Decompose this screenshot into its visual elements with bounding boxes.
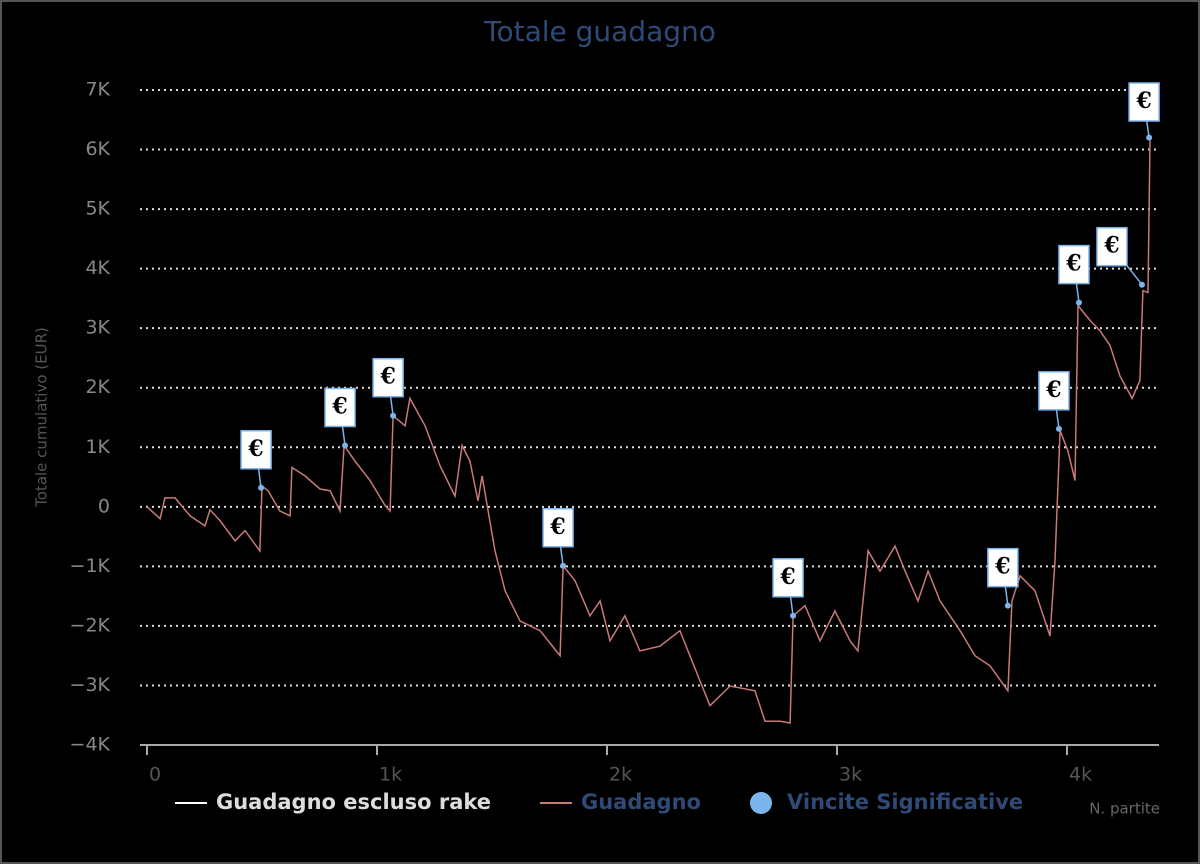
legend-label: Guadagno escluso rake — [216, 790, 491, 814]
y-tick-label: 7K — [85, 79, 110, 101]
chart-title: Totale guadagno — [483, 15, 716, 48]
x-tick-label: 3k — [839, 764, 862, 786]
y-tick-label: 3K — [85, 317, 110, 339]
y-tick-label: 6K — [85, 138, 110, 160]
scatter-point — [1075, 299, 1082, 306]
annotation-label: € — [994, 554, 1010, 580]
annotation-box — [324, 387, 356, 428]
y-tick-label: −4K — [70, 734, 111, 756]
legend-swatch — [750, 792, 772, 814]
scatter-point — [1004, 602, 1011, 609]
annotation-label: € — [379, 364, 395, 390]
y-tick-label: 5K — [85, 198, 110, 220]
y-axis-title: Totale cumulativo (EUR) — [33, 327, 51, 508]
x-axis-title: N. partite — [1089, 800, 1160, 818]
annotation-box — [987, 547, 1019, 588]
x-tick-label: 2k — [609, 764, 632, 786]
scatter-point — [342, 442, 349, 449]
line-series — [146, 140, 1151, 724]
annotation-box — [542, 508, 574, 548]
scatter-point — [258, 484, 265, 491]
annotation-box — [1058, 244, 1090, 285]
x-tick-label: 0 — [149, 764, 161, 786]
annotation-box — [1128, 82, 1160, 122]
scatter-point — [1138, 281, 1145, 288]
annotation-box — [772, 558, 804, 598]
scatter-point — [790, 612, 797, 619]
legend-label: Guadagno — [581, 790, 701, 814]
annotation-label: € — [247, 436, 263, 462]
annotation-label: € — [1045, 377, 1061, 403]
annotation-label: € — [1103, 233, 1119, 259]
y-tick-label: −1K — [70, 555, 111, 577]
x-tick-label: 4k — [1069, 764, 1092, 786]
annotation-box — [372, 357, 404, 398]
annotation-label: € — [1065, 251, 1081, 277]
scatter-point — [1146, 134, 1153, 141]
annotation-box — [240, 430, 272, 470]
y-tick-label: 1K — [85, 436, 110, 458]
y-tick-label: 0 — [98, 495, 110, 517]
x-tick-label: 1k — [379, 764, 402, 786]
legend-label: Vincite Significative — [787, 790, 1023, 814]
annotation-box — [1038, 371, 1070, 411]
y-tick-label: 2K — [85, 376, 110, 398]
scatter-point — [1055, 425, 1062, 432]
annotation-box — [1096, 226, 1128, 267]
annotation-label: € — [549, 514, 565, 540]
scatter-point — [390, 412, 397, 419]
y-tick-label: −2K — [70, 614, 111, 636]
annotation-label: € — [331, 393, 347, 419]
y-tick-label: 4K — [85, 257, 110, 279]
scatter-point — [560, 562, 567, 569]
annotation-label: € — [1135, 88, 1151, 114]
y-tick-label: −3K — [70, 674, 111, 696]
annotation-label: € — [779, 564, 795, 590]
